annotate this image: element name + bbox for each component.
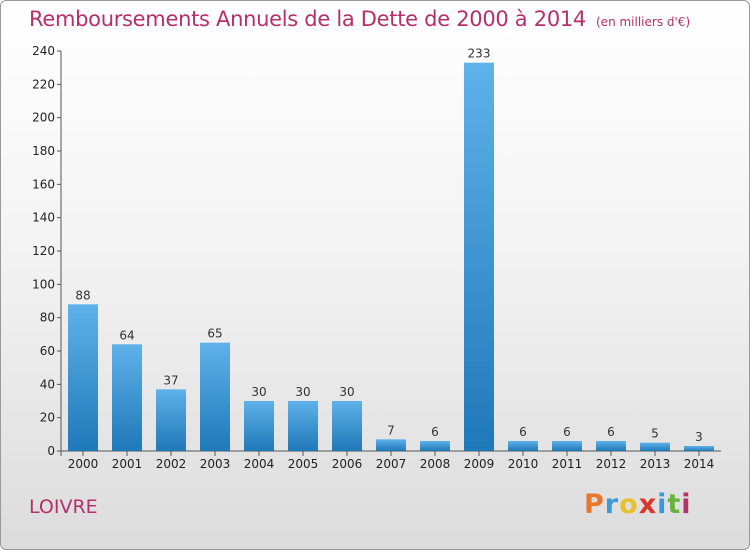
bar (156, 389, 186, 451)
bar (288, 401, 318, 451)
data-label: 233 (468, 47, 491, 61)
y-tick-label: 200 (32, 111, 55, 125)
data-label: 6 (607, 425, 615, 439)
data-label: 37 (163, 373, 178, 387)
x-tick-label: 2009 (464, 457, 495, 471)
data-label: 6 (431, 425, 439, 439)
bar (244, 401, 274, 451)
data-label: 7 (387, 423, 395, 437)
y-tick-label: 160 (32, 177, 55, 191)
title-text: Remboursements Annuels de la Dette de 20… (29, 7, 586, 31)
logo-letter: x (638, 489, 658, 520)
bar (68, 304, 98, 451)
x-tick-label: 2003 (200, 457, 231, 471)
x-tick-label: 2000 (68, 457, 99, 471)
logo-letter: i (681, 489, 692, 520)
x-tick-label: 2010 (508, 457, 539, 471)
y-tick-label: 80 (40, 311, 55, 325)
y-tick-label: 180 (32, 144, 55, 158)
bar (640, 442, 670, 451)
x-tick-label: 2013 (640, 457, 671, 471)
bar (464, 62, 494, 452)
bar (112, 344, 142, 451)
y-tick-label: 0 (47, 444, 55, 458)
bar (420, 441, 450, 451)
data-label: 30 (295, 385, 310, 399)
x-tick-label: 2014 (684, 457, 715, 471)
bar (376, 439, 406, 451)
logo-letter: r (604, 489, 620, 520)
x-tick-label: 2002 (156, 457, 187, 471)
data-label: 6 (519, 425, 527, 439)
y-tick-label: 240 (32, 44, 55, 58)
logo-letter: o (619, 489, 639, 520)
logo-letter: i (657, 489, 668, 520)
y-tick-label: 220 (32, 77, 55, 91)
x-tick-label: 2011 (552, 457, 583, 471)
data-label: 6 (563, 425, 571, 439)
data-label: 30 (339, 385, 354, 399)
x-tick-label: 2008 (420, 457, 451, 471)
y-tick-label: 140 (32, 211, 55, 225)
data-label: 64 (119, 328, 134, 342)
x-tick-label: 2006 (332, 457, 363, 471)
bar (552, 441, 582, 451)
data-label: 5 (651, 427, 659, 441)
x-tick-label: 2007 (376, 457, 407, 471)
bar (684, 446, 714, 451)
x-tick-label: 2012 (596, 457, 627, 471)
data-label: 65 (207, 327, 222, 341)
unit-label: (en milliers d'€) (596, 15, 691, 29)
logo-letter: t (667, 489, 682, 520)
y-tick-label: 60 (40, 344, 55, 358)
bar (596, 441, 626, 451)
proxiti-logo: Proxiti (584, 489, 692, 520)
y-tick-label: 100 (32, 277, 55, 291)
x-tick-label: 2001 (112, 457, 143, 471)
data-label: 88 (75, 288, 90, 302)
logo-letter: P (584, 489, 605, 520)
y-tick-label: 120 (32, 244, 55, 258)
y-tick-label: 20 (40, 411, 55, 425)
data-label: 3 (695, 430, 703, 444)
bar (332, 401, 362, 451)
x-tick-label: 2004 (244, 457, 275, 471)
axes: 0 20 40 60 80 100 120 140 160 180 200 220 240 2000 200… (32, 44, 721, 471)
x-tick-label: 2005 (288, 457, 319, 471)
chart-title: Remboursements Annuels de la Dette de 20… (29, 7, 690, 31)
bar (200, 342, 230, 451)
y-tick-label: 40 (40, 377, 55, 391)
place-name: LOIVRE (29, 496, 98, 518)
data-label: 30 (251, 385, 266, 399)
bar (508, 441, 538, 451)
